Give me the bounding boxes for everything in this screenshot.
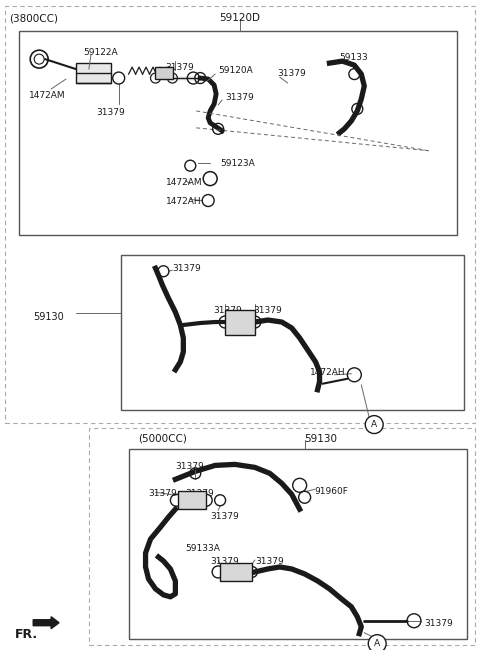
Bar	[225, 310, 255, 335]
Text: 59123A: 59123A	[220, 159, 255, 168]
Text: 31379: 31379	[210, 557, 239, 566]
Text: 31379: 31379	[175, 462, 204, 471]
Polygon shape	[33, 616, 59, 629]
Text: 1472AH: 1472AH	[167, 197, 202, 206]
Text: 1472AM: 1472AM	[167, 178, 203, 187]
Text: 31379: 31379	[148, 490, 177, 498]
Text: (3800CC): (3800CC)	[9, 13, 59, 23]
Text: 31379: 31379	[185, 490, 214, 498]
Text: A: A	[374, 639, 380, 648]
Bar	[5, 7, 475, 422]
Text: 59120D: 59120D	[219, 13, 261, 23]
Text: 59120A: 59120A	[218, 66, 253, 75]
Text: (5000CC): (5000CC)	[139, 434, 188, 443]
Bar	[156, 67, 173, 79]
Bar	[76, 63, 111, 83]
Bar	[89, 428, 475, 644]
Text: 31379: 31379	[166, 63, 194, 72]
Text: 31379: 31379	[96, 108, 125, 117]
Text: 59122A: 59122A	[83, 48, 118, 57]
Bar	[19, 31, 457, 236]
Text: 59130: 59130	[33, 312, 64, 322]
Bar	[129, 449, 467, 639]
Text: 31379: 31379	[278, 69, 307, 78]
Text: A: A	[371, 420, 377, 429]
Text: 31379: 31379	[225, 93, 254, 102]
Text: 59130: 59130	[305, 434, 337, 443]
Text: 31379: 31379	[210, 512, 239, 521]
Bar	[120, 255, 464, 409]
Bar	[179, 492, 206, 509]
Text: 31379: 31379	[213, 306, 242, 315]
Circle shape	[368, 635, 386, 651]
Bar	[220, 563, 252, 581]
Text: FR.: FR.	[15, 628, 38, 641]
Text: 31379: 31379	[172, 264, 201, 273]
Circle shape	[365, 415, 383, 434]
Text: 1472AH: 1472AH	[310, 368, 345, 377]
Text: 31379: 31379	[253, 306, 282, 315]
Text: 31379: 31379	[255, 557, 284, 566]
Text: 31379: 31379	[424, 618, 453, 628]
Text: 59133: 59133	[339, 53, 368, 62]
Text: 1472AM: 1472AM	[29, 91, 66, 100]
Text: 91960F: 91960F	[314, 488, 348, 496]
Text: 59133A: 59133A	[185, 544, 220, 553]
